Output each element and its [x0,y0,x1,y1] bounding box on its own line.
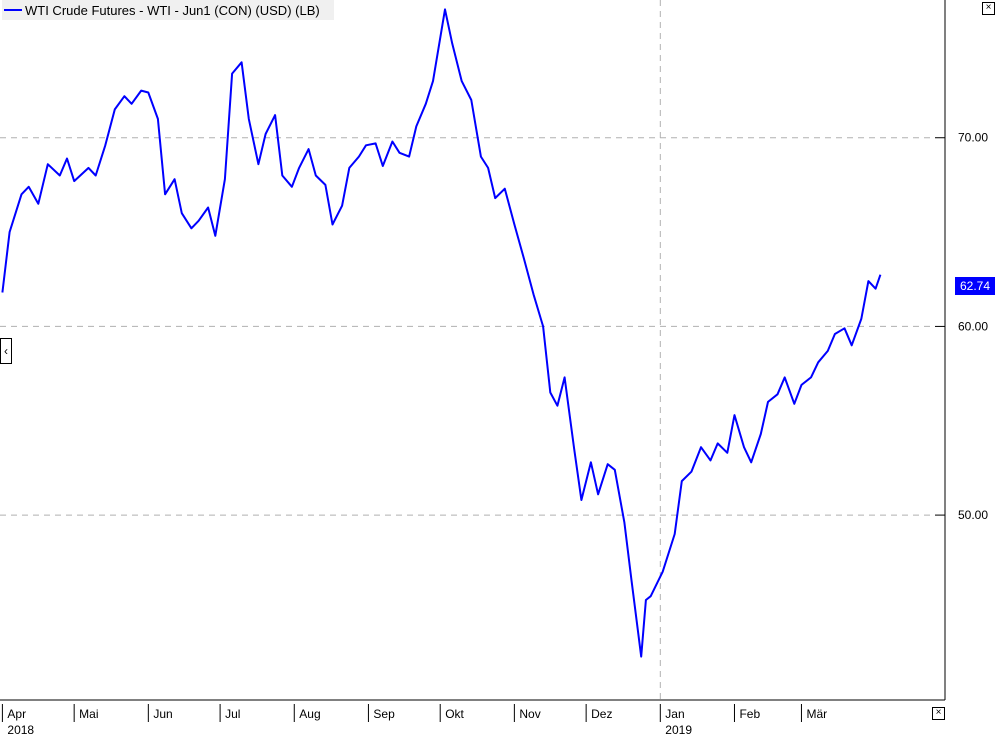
x-tick-label: Jun [153,707,172,721]
x-tick-label: Mär [806,707,827,721]
grid-lines [0,0,935,700]
y-tick-label: 50.00 [958,508,988,522]
legend-label: WTI Crude Futures - WTI - Jun1 (CON) (US… [25,2,320,18]
series-line-wti [1,8,882,658]
x-tick-label: Apr [7,707,26,721]
close-x-icon[interactable]: × [982,2,995,15]
close-x-icon[interactable]: × [932,707,945,720]
x-tick-label: Mai [79,707,98,721]
last-price-label: 62.74 [955,277,995,295]
x-axis: Apr 2018 Mai Jun Jul Aug Sep Okt Nov Dez Jan 2019 Fe… [1,704,827,737]
x-tick-year-label: 2018 [7,723,34,737]
x-tick-year-label: 2019 [665,723,692,737]
scroll-left-icon[interactable]: ‹ [0,338,12,364]
x-tick-label: Jul [225,707,240,721]
y-tick-label: 60.00 [958,319,988,333]
x-tick-label: Dez [591,707,612,721]
legend-line-swatch [4,9,22,11]
y-axis: 70.00 60.00 50.00 [935,131,988,522]
y-tick-label: 70.00 [958,131,988,145]
x-tick-label: Sep [373,707,395,721]
x-tick-label: Feb [739,707,760,721]
legend[interactable]: WTI Crude Futures - WTI - Jun1 (CON) (US… [2,0,334,20]
x-tick-label: Nov [519,707,540,721]
x-tick-label: Okt [445,707,464,721]
x-tick-label: Jan [665,707,684,721]
x-tick-label: Aug [299,707,320,721]
